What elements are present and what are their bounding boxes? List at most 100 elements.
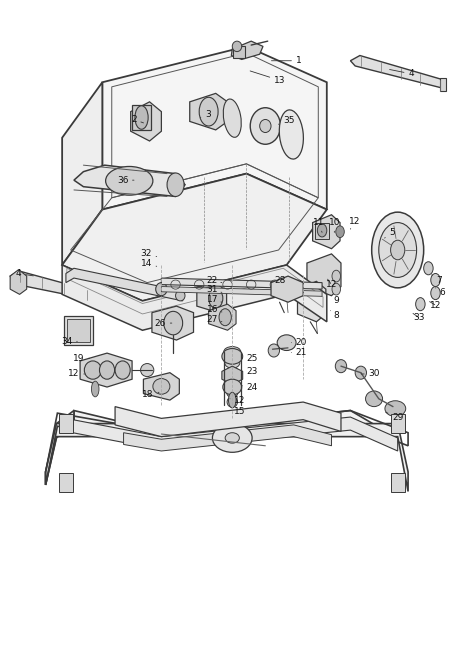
Text: 18: 18 — [142, 390, 159, 400]
Text: 33: 33 — [413, 313, 425, 322]
Bar — [233, 46, 245, 58]
Text: 34: 34 — [61, 337, 77, 346]
Ellipse shape — [141, 364, 154, 377]
Ellipse shape — [100, 361, 115, 379]
Text: 12: 12 — [230, 396, 246, 405]
Text: 31: 31 — [207, 285, 222, 294]
Bar — [67, 319, 91, 342]
Polygon shape — [131, 102, 161, 141]
Ellipse shape — [318, 224, 327, 237]
Text: 4: 4 — [16, 269, 33, 278]
Ellipse shape — [332, 283, 340, 295]
Text: 12: 12 — [429, 301, 442, 310]
Ellipse shape — [279, 110, 303, 159]
Text: 30: 30 — [361, 370, 380, 379]
Polygon shape — [271, 276, 303, 302]
Text: 1: 1 — [272, 56, 301, 65]
Ellipse shape — [391, 240, 405, 260]
Text: 10: 10 — [328, 218, 340, 232]
Text: 15: 15 — [230, 407, 246, 417]
Ellipse shape — [84, 361, 101, 379]
Ellipse shape — [153, 379, 170, 394]
Ellipse shape — [209, 288, 223, 308]
Polygon shape — [10, 271, 91, 299]
Ellipse shape — [431, 286, 440, 300]
Ellipse shape — [224, 347, 241, 357]
Polygon shape — [313, 215, 340, 249]
Text: 22: 22 — [207, 275, 222, 284]
Text: 20: 20 — [292, 338, 307, 347]
Polygon shape — [124, 425, 331, 451]
Ellipse shape — [250, 108, 281, 145]
Text: 12: 12 — [326, 279, 337, 289]
Bar — [59, 414, 73, 434]
Ellipse shape — [268, 344, 280, 357]
Ellipse shape — [219, 309, 231, 326]
Polygon shape — [46, 424, 408, 491]
Text: 28: 28 — [271, 275, 286, 284]
Ellipse shape — [225, 433, 239, 443]
Ellipse shape — [175, 290, 185, 301]
Ellipse shape — [416, 298, 425, 311]
Text: 25: 25 — [242, 354, 258, 363]
Polygon shape — [62, 173, 327, 301]
Ellipse shape — [424, 262, 433, 275]
Polygon shape — [144, 373, 179, 400]
Ellipse shape — [232, 41, 242, 52]
Polygon shape — [222, 366, 243, 385]
Polygon shape — [115, 402, 341, 437]
Text: 3: 3 — [201, 110, 210, 119]
Ellipse shape — [91, 381, 99, 397]
Text: 9: 9 — [330, 296, 339, 305]
Text: 12: 12 — [348, 216, 360, 229]
Polygon shape — [231, 41, 263, 60]
Bar — [59, 473, 73, 492]
Polygon shape — [298, 281, 326, 322]
Polygon shape — [46, 411, 74, 485]
Ellipse shape — [222, 349, 243, 364]
Text: 17: 17 — [207, 295, 222, 304]
Ellipse shape — [227, 397, 237, 407]
Ellipse shape — [385, 401, 406, 417]
Text: 29: 29 — [386, 413, 403, 422]
Text: 16: 16 — [207, 305, 222, 314]
Polygon shape — [74, 165, 185, 196]
Ellipse shape — [332, 270, 340, 282]
Polygon shape — [197, 284, 227, 313]
Text: 8: 8 — [330, 311, 339, 320]
Ellipse shape — [115, 361, 130, 379]
Polygon shape — [152, 306, 193, 340]
Polygon shape — [161, 278, 322, 289]
Polygon shape — [80, 353, 132, 387]
Ellipse shape — [167, 173, 184, 196]
Text: 14: 14 — [141, 259, 156, 268]
Bar — [64, 316, 93, 345]
Bar — [391, 473, 405, 492]
Ellipse shape — [223, 379, 242, 395]
Ellipse shape — [226, 377, 239, 388]
Text: 7: 7 — [432, 275, 442, 284]
Polygon shape — [10, 269, 27, 294]
Ellipse shape — [277, 335, 296, 351]
Polygon shape — [190, 94, 228, 130]
Text: 19: 19 — [73, 354, 90, 363]
Text: 26: 26 — [155, 318, 172, 328]
Ellipse shape — [225, 358, 240, 368]
Text: 32: 32 — [141, 249, 156, 258]
Text: 23: 23 — [242, 367, 258, 376]
Text: 36: 36 — [117, 176, 134, 184]
Ellipse shape — [156, 283, 167, 296]
Text: 35: 35 — [279, 116, 295, 126]
Ellipse shape — [225, 368, 239, 378]
Text: 5: 5 — [384, 228, 395, 238]
Polygon shape — [209, 304, 236, 330]
Bar — [391, 414, 405, 434]
Ellipse shape — [260, 120, 271, 133]
Polygon shape — [307, 254, 341, 296]
Polygon shape — [66, 417, 398, 451]
Polygon shape — [62, 82, 102, 265]
Text: 27: 27 — [207, 315, 222, 324]
Ellipse shape — [379, 222, 417, 277]
Ellipse shape — [212, 424, 252, 453]
Polygon shape — [74, 411, 388, 446]
